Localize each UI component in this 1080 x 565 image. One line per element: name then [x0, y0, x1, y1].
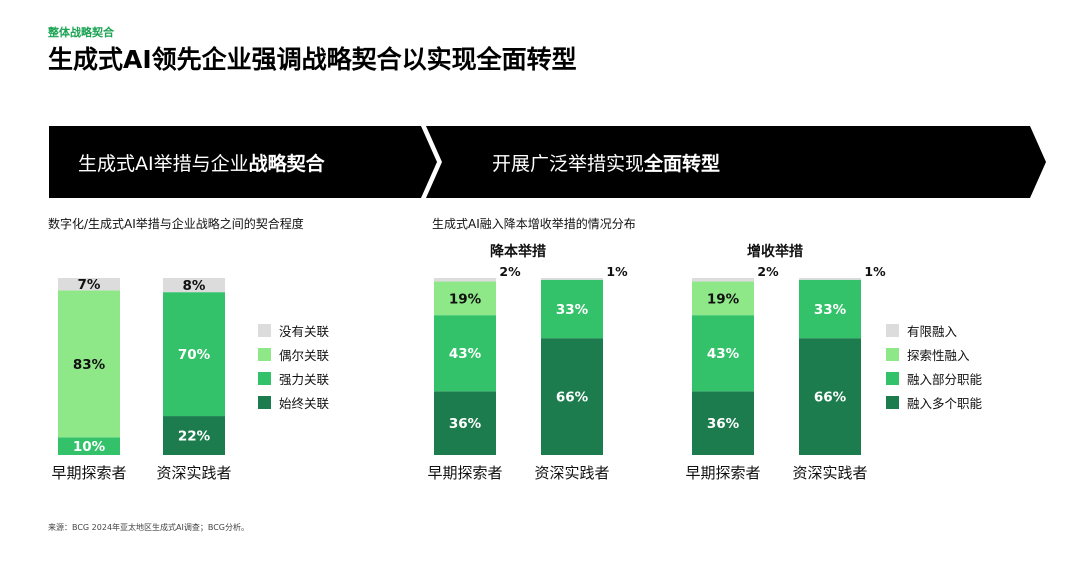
legend-swatch-light-green [886, 347, 899, 361]
legend-item-always: 始终关联 [258, 390, 329, 414]
banner-right-label: 开展广泛举措实现全面转型 [492, 149, 720, 176]
bar-segment [58, 278, 120, 291]
legend-item-occasional: 偶尔关联 [258, 342, 329, 366]
legend-label: 始终关联 [279, 395, 330, 411]
legend-label: 探索性融入 [907, 347, 970, 363]
revenue-chart-title: 增收举措 [747, 244, 803, 260]
banner-left-text: 生成式AI举措与企业 [78, 153, 249, 175]
bar-segment [163, 292, 225, 417]
data-label: 1% [864, 264, 886, 279]
data-label: 22% [178, 429, 211, 445]
bar-segment [799, 279, 861, 339]
data-label: 66% [556, 390, 589, 406]
source-note: 来源：BCG 2024年亚太地区生成式AI调查；BCG分析。 [48, 523, 249, 532]
data-label: 36% [707, 416, 740, 432]
legend-swatch-gray [886, 323, 899, 337]
data-label: 1% [606, 264, 628, 279]
bar-segment [58, 290, 120, 438]
legend-item-strong: 强力关联 [258, 366, 329, 390]
legend-item-exploratory: 探索性融入 [886, 342, 982, 366]
legend-swatch-light-green [258, 347, 271, 361]
legend-label: 融入部分职能 [907, 371, 983, 387]
data-label: 10% [73, 439, 106, 455]
cost-chart-title: 降本举措 [490, 244, 546, 260]
banner-right-text: 开展广泛举措实现 [492, 153, 645, 175]
legend-swatch-mid-green [258, 371, 271, 385]
legend-swatch-dark-green [258, 395, 271, 409]
data-label: 7% [78, 277, 101, 293]
banner-right-bold: 全面转型 [644, 153, 721, 175]
legend-label: 强力关联 [279, 371, 330, 387]
data-label: 43% [707, 346, 740, 362]
bar-segment [163, 416, 225, 455]
legend-label: 融入多个职能 [907, 395, 983, 411]
data-label: 36% [449, 416, 482, 432]
category-label: 早期探索者 [427, 464, 502, 482]
legend-label: 有限融入 [907, 323, 958, 339]
bar-segment [692, 281, 754, 316]
legend-item-multiple: 融入多个职能 [886, 390, 982, 414]
bar-segment [692, 315, 754, 392]
legend-item-partial: 融入部分职能 [886, 366, 982, 390]
right-legend: 有限融入 探索性融入 融入部分职能 融入多个职能 [886, 318, 982, 414]
data-label: 33% [814, 302, 847, 318]
bar-segment [434, 315, 496, 392]
data-label: 8% [183, 278, 206, 294]
bar-segment [799, 278, 861, 280]
eyebrow-label: 整体战略契合 [48, 26, 114, 39]
legend-swatch-gray [258, 323, 271, 337]
data-label: 2% [757, 264, 779, 279]
data-label: 2% [499, 264, 521, 279]
bar-segment [541, 278, 603, 280]
bar-segment [692, 278, 754, 282]
bar-segment [692, 391, 754, 455]
bar-segment [799, 338, 861, 455]
data-label: 19% [707, 291, 740, 307]
banner-left-bold: 战略契合 [248, 153, 325, 175]
left-legend: 没有关联 偶尔关联 强力关联 始终关联 [258, 318, 329, 414]
category-label: 资深实践者 [156, 464, 231, 482]
bar-segment [541, 338, 603, 455]
data-label: 83% [73, 357, 106, 373]
banner-left-label: 生成式AI举措与企业战略契合 [78, 149, 325, 176]
page-title: 生成式AI领先企业强调战略契合以实现全面转型 [48, 45, 577, 74]
category-label: 资深实践者 [792, 464, 867, 482]
bar-segment [434, 281, 496, 316]
legend-label: 偶尔关联 [279, 347, 330, 363]
category-label: 早期探索者 [685, 464, 760, 482]
bar-segment [434, 391, 496, 455]
bar-segment [163, 278, 225, 293]
data-label: 43% [449, 346, 482, 362]
data-label: 19% [449, 291, 482, 307]
left-chart-caption: 数字化/生成式AI举措与企业战略之间的契合程度 [48, 217, 304, 231]
data-label: 70% [178, 347, 211, 363]
bar-segment [58, 437, 120, 455]
data-label: 66% [814, 390, 847, 406]
bar-segment [541, 279, 603, 339]
right-chart-caption: 生成式AI融入降本增收举措的情况分布 [432, 217, 636, 231]
bar-segment [434, 278, 496, 282]
category-label: 资深实践者 [534, 464, 609, 482]
legend-label: 没有关联 [279, 323, 330, 339]
category-label: 早期探索者 [51, 464, 126, 482]
data-label: 33% [556, 302, 589, 318]
legend-swatch-dark-green [886, 395, 899, 409]
legend-swatch-mid-green [886, 371, 899, 385]
legend-item-none: 没有关联 [258, 318, 329, 342]
legend-item-limited: 有限融入 [886, 318, 982, 342]
